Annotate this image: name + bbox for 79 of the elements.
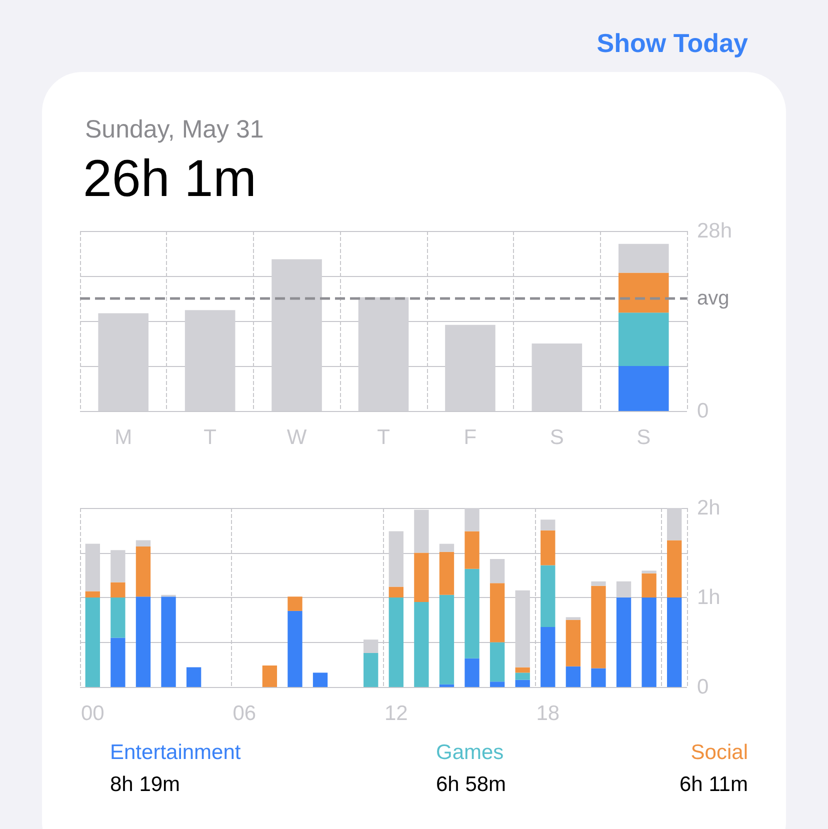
bar bbox=[136, 596, 151, 687]
bar bbox=[414, 602, 429, 687]
bar bbox=[540, 530, 556, 566]
x-tick-label: 18 bbox=[536, 702, 560, 725]
x-tick-label: M bbox=[114, 426, 132, 449]
bar bbox=[136, 546, 151, 597]
bar bbox=[388, 586, 404, 598]
bar bbox=[364, 652, 378, 687]
bar bbox=[540, 520, 556, 530]
x-tick-label: W bbox=[286, 426, 307, 449]
bar bbox=[515, 672, 530, 680]
bar bbox=[566, 666, 581, 687]
bar bbox=[439, 594, 454, 684]
bar bbox=[566, 620, 581, 666]
bar bbox=[161, 596, 176, 687]
bar bbox=[262, 666, 278, 687]
x-tick-label: T bbox=[204, 426, 217, 449]
bar bbox=[566, 617, 581, 620]
bar bbox=[388, 598, 404, 687]
bar bbox=[186, 667, 202, 687]
x-tick-label: S bbox=[636, 426, 651, 449]
bar bbox=[110, 582, 126, 598]
text: 8h 19m bbox=[110, 773, 180, 796]
bar bbox=[85, 591, 100, 598]
y-tick-label: 1h bbox=[697, 586, 720, 609]
text: Entertainment bbox=[110, 741, 241, 764]
bar bbox=[110, 598, 126, 638]
bar bbox=[464, 568, 480, 658]
bar bbox=[110, 638, 126, 687]
y-tick-label: 0 bbox=[697, 676, 709, 698]
bar bbox=[618, 312, 669, 366]
bar bbox=[667, 540, 682, 598]
bar bbox=[312, 672, 328, 687]
bar bbox=[439, 544, 454, 552]
bar bbox=[642, 570, 656, 574]
x-tick-label: 06 bbox=[232, 702, 256, 725]
y-tick-label: 28h bbox=[697, 220, 732, 242]
x-tick-label: T bbox=[377, 426, 390, 449]
bar bbox=[288, 610, 302, 687]
bar bbox=[515, 667, 530, 673]
bar bbox=[618, 244, 669, 273]
x-tick-label: S bbox=[550, 426, 564, 449]
bar bbox=[490, 682, 505, 687]
text: Social bbox=[690, 741, 748, 764]
bar bbox=[591, 668, 606, 687]
bar bbox=[667, 598, 682, 687]
bar bbox=[85, 598, 100, 687]
text: 6h 11m bbox=[680, 773, 748, 796]
x-tick-label: 12 bbox=[384, 702, 408, 725]
bar bbox=[642, 573, 656, 598]
ref-line-label: avg bbox=[697, 288, 730, 310]
bar bbox=[288, 596, 302, 611]
bar bbox=[464, 658, 480, 687]
bar bbox=[642, 598, 656, 687]
bar bbox=[439, 684, 454, 687]
text: 6h 58m bbox=[436, 773, 506, 796]
y-tick-label: 0 bbox=[697, 400, 709, 422]
text: Show Today bbox=[596, 28, 748, 59]
bar bbox=[616, 598, 632, 687]
chart-title: 26h 1m bbox=[83, 150, 256, 208]
bar bbox=[490, 583, 505, 642]
bar bbox=[515, 680, 530, 687]
bar bbox=[490, 642, 505, 682]
bar bbox=[618, 366, 669, 411]
bar bbox=[591, 586, 606, 668]
bar bbox=[591, 581, 606, 586]
bar bbox=[618, 272, 669, 313]
x-tick-label: 00 bbox=[80, 702, 104, 725]
bar bbox=[464, 531, 480, 569]
bar bbox=[540, 627, 556, 687]
bar bbox=[439, 552, 454, 595]
bar bbox=[414, 552, 429, 602]
y-tick-label: 2h bbox=[697, 496, 720, 520]
bar bbox=[490, 559, 505, 584]
x-tick-label: F bbox=[464, 426, 477, 449]
text: Games bbox=[436, 741, 504, 764]
bar bbox=[136, 540, 151, 546]
chart-subtitle: Sunday, May 31 bbox=[85, 116, 264, 144]
bar bbox=[540, 565, 556, 628]
